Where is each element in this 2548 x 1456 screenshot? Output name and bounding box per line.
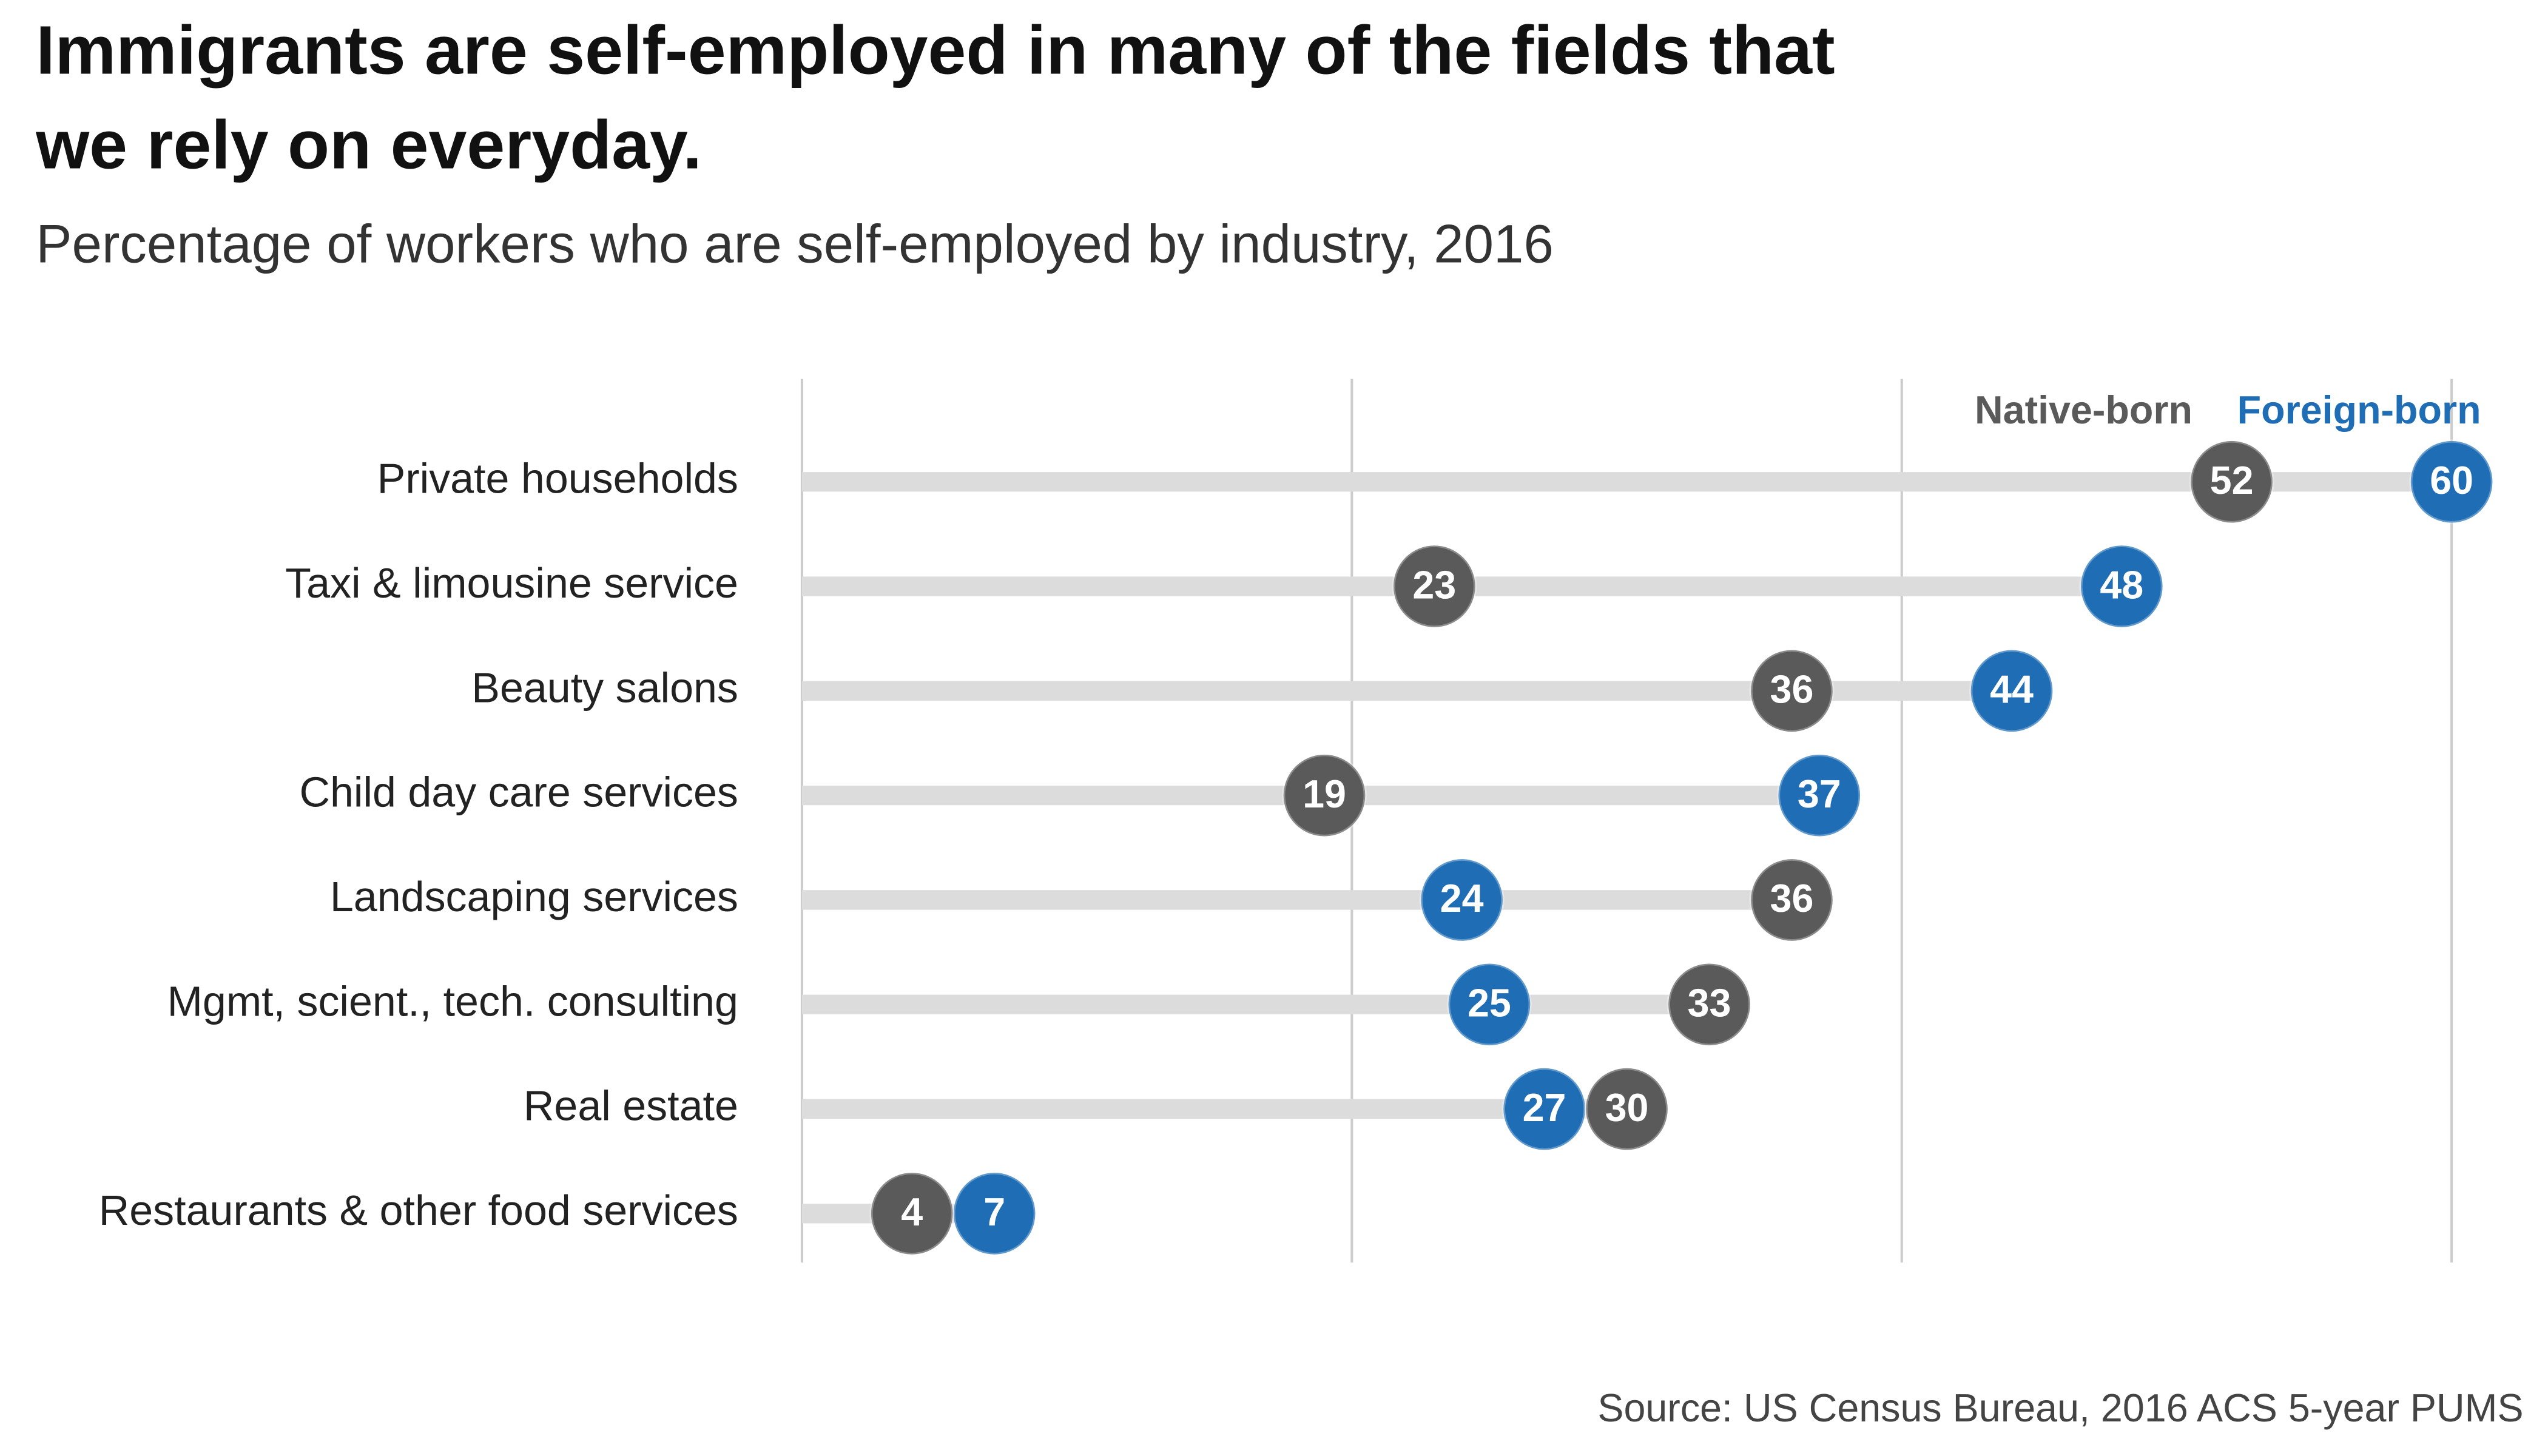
chart-title: Immigrants are self-employed in many of … [36, 12, 1835, 88]
value-label: 36 [1770, 877, 1814, 920]
value-label: 24 [1440, 877, 1484, 920]
category-label: Beauty salons [471, 664, 738, 711]
dot [1776, 753, 1862, 838]
source: Source: US Census Bureau, 2016 ACS 5-yea… [1597, 1386, 2523, 1430]
value-label: 25 [1468, 982, 1511, 1025]
category-label: Real estate [524, 1082, 738, 1130]
value-label: 23 [1412, 563, 1456, 607]
value-label: 60 [2430, 459, 2473, 502]
dot [1749, 648, 1835, 733]
dot [1969, 648, 2055, 733]
dot [1749, 857, 1835, 943]
dot [1584, 1067, 1670, 1152]
dot [1419, 857, 1505, 943]
dot [2409, 439, 2495, 525]
value-label: 52 [2210, 459, 2254, 502]
category-label: Mgmt, scient., tech. consulting [167, 977, 738, 1025]
dot [2189, 439, 2274, 525]
value-label: 4 [901, 1190, 923, 1234]
dot [2079, 544, 2165, 629]
dot [869, 1171, 955, 1256]
category-label: Restaurants & other food services [99, 1187, 738, 1234]
dot [952, 1171, 1037, 1256]
value-label: 7 [983, 1190, 1005, 1234]
legend-label: Native-born [1975, 388, 2192, 432]
value-label: 36 [1770, 668, 1814, 712]
category-label: Private households [377, 455, 738, 502]
value-label: 37 [1798, 772, 1841, 816]
dot [1667, 962, 1752, 1047]
dot [1392, 544, 1477, 629]
category-label: Landscaping services [330, 873, 738, 920]
value-label: 19 [1303, 772, 1346, 816]
value-label: 33 [1688, 982, 1731, 1025]
chart-subtitle: Percentage of workers who are self-emplo… [36, 214, 1554, 274]
value-label: 30 [1605, 1086, 1649, 1130]
chart-title: we rely on everyday. [35, 107, 702, 183]
value-label: 27 [1523, 1086, 1566, 1130]
dot [1502, 1067, 1587, 1152]
value-label: 44 [1990, 668, 2034, 712]
dot [1282, 753, 1367, 838]
legend-label: Foreign-born [2237, 388, 2481, 432]
category-label: Child day care services [299, 769, 738, 816]
marks: 60 52 48 23 44 36 37 19 24 36 25 33 27 30 7 4 [869, 439, 2495, 1256]
value-label: 48 [2100, 563, 2143, 607]
dot [1446, 962, 1532, 1047]
category-label: Taxi & limousine service [285, 559, 738, 607]
